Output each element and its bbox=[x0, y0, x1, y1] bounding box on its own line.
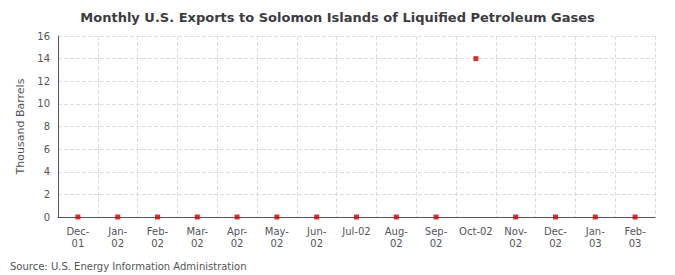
svg-text:Aug-: Aug- bbox=[385, 226, 409, 237]
svg-text:Monthly U.S. Exports to Solomo: Monthly U.S. Exports to Solomon Islands … bbox=[80, 10, 595, 25]
svg-text:4: 4 bbox=[44, 166, 50, 177]
svg-text:2: 2 bbox=[44, 189, 50, 200]
svg-text:Feb-: Feb- bbox=[147, 226, 169, 237]
svg-text:Mar-: Mar- bbox=[186, 226, 208, 237]
svg-text:Jun-: Jun- bbox=[306, 226, 327, 237]
svg-text:Dec-: Dec- bbox=[544, 226, 567, 237]
svg-text:02: 02 bbox=[111, 238, 124, 249]
svg-text:02: 02 bbox=[509, 238, 522, 249]
svg-text:02: 02 bbox=[430, 238, 443, 249]
svg-text:10: 10 bbox=[37, 98, 50, 109]
svg-text:02: 02 bbox=[310, 238, 323, 249]
svg-text:Sep-: Sep- bbox=[425, 226, 448, 237]
svg-text:Jan-: Jan- bbox=[585, 226, 605, 237]
svg-text:02: 02 bbox=[151, 238, 164, 249]
svg-text:Nov-: Nov- bbox=[504, 226, 527, 237]
svg-text:Thousand Barrels: Thousand Barrels bbox=[14, 78, 27, 175]
svg-text:8: 8 bbox=[44, 121, 50, 132]
svg-text:02: 02 bbox=[191, 238, 204, 249]
svg-text:12: 12 bbox=[37, 76, 50, 87]
svg-text:Dec-: Dec- bbox=[66, 226, 89, 237]
svg-text:03: 03 bbox=[589, 238, 602, 249]
svg-text:0: 0 bbox=[44, 212, 50, 223]
svg-text:Oct-02: Oct-02 bbox=[459, 226, 493, 237]
svg-text:Apr-: Apr- bbox=[227, 226, 248, 237]
svg-text:Jan-: Jan- bbox=[107, 226, 127, 237]
svg-text:14: 14 bbox=[37, 53, 50, 64]
svg-text:02: 02 bbox=[271, 238, 284, 249]
svg-text:May-: May- bbox=[265, 226, 289, 237]
svg-text:03: 03 bbox=[629, 238, 642, 249]
svg-text:Feb-: Feb- bbox=[624, 226, 646, 237]
svg-text:01: 01 bbox=[72, 238, 85, 249]
svg-text:Source: U.S. Energy Informatio: Source: U.S. Energy Information Administ… bbox=[10, 261, 247, 272]
svg-text:02: 02 bbox=[390, 238, 403, 249]
svg-text:02: 02 bbox=[549, 238, 562, 249]
svg-text:16: 16 bbox=[37, 31, 50, 42]
svg-text:02: 02 bbox=[231, 238, 244, 249]
svg-text:Jul-02: Jul-02 bbox=[341, 226, 370, 237]
svg-text:6: 6 bbox=[44, 144, 50, 155]
